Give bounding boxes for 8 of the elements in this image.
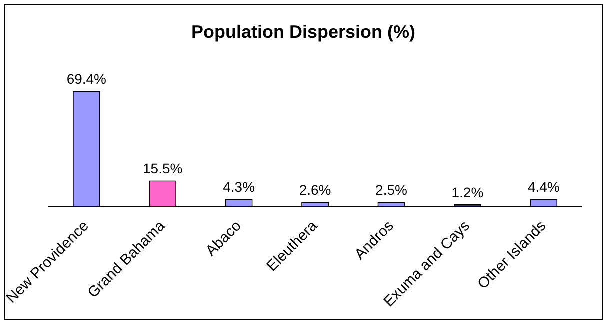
data-label: 2.5% xyxy=(376,182,408,198)
data-label: 2.6% xyxy=(299,182,332,198)
chart-title: Population Dispersion (%) xyxy=(191,22,416,42)
data-label: 15.5% xyxy=(143,160,183,177)
data-label: 1.2% xyxy=(452,184,484,200)
data-label: 4.3% xyxy=(223,179,256,196)
data-label: 4.4% xyxy=(528,179,560,196)
data-label: 69.4% xyxy=(66,71,107,88)
